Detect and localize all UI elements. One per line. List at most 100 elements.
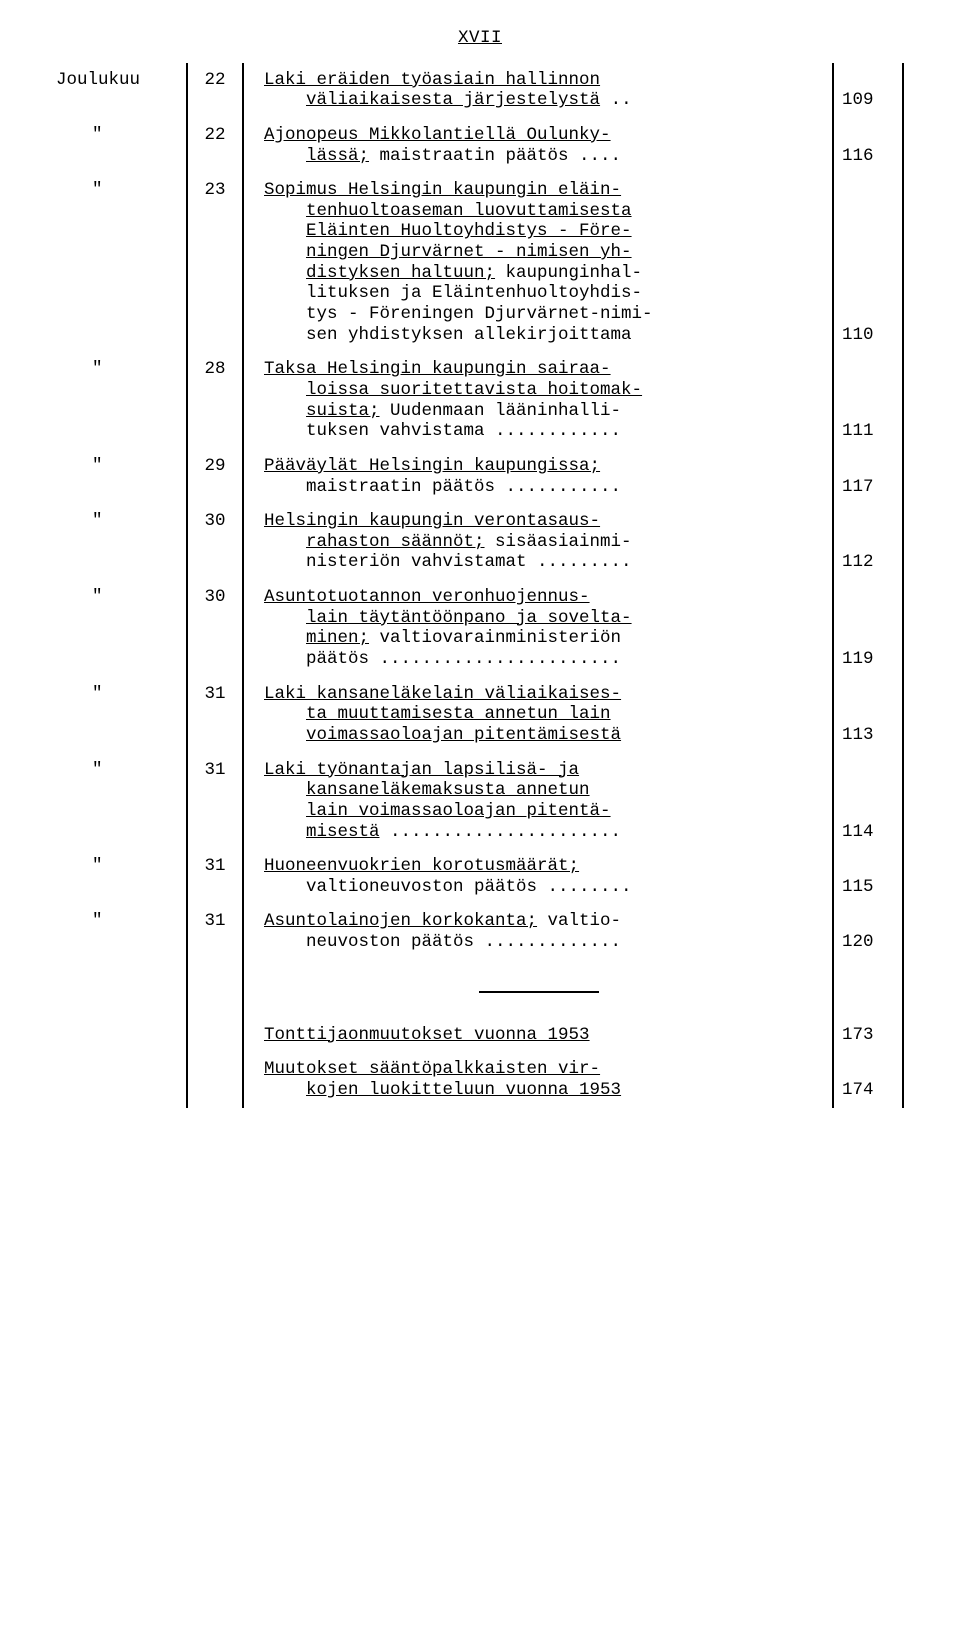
page-number-cell: 113 [833,677,903,753]
page-number-cell: 114 [833,753,903,850]
index-table: Joulukuu22Laki eräiden työasiain hallinn… [56,63,904,1108]
description-line: ningen Djurvärnet - nimisen yh- [264,242,814,263]
index-row: "23Sopimus Helsingin kaupungin eläin-ten… [56,173,903,352]
description-line: lituksen ja Eläintenhuoltoyhdis- [264,283,814,304]
month-cell: " [56,173,187,352]
description-line: suista; Uudenmaan lääninhalli- [264,401,814,422]
page-number-cell: 120 [833,904,903,959]
description-line: tys - Föreningen Djurvärnet-nimi- [264,304,814,325]
description-line: Asuntotuotannon veronhuojennus- [264,587,814,608]
description-line: tenhuoltoaseman luovuttamisesta [264,201,814,222]
month-cell: " [56,849,187,904]
description-line: nisteriön vahvistamat ......... [264,552,814,573]
month-cell [56,1018,187,1053]
description-line: kansaneläkemaksusta annetun [264,780,814,801]
page-number-cell: 110 [833,173,903,352]
page-number-cell: 111 [833,352,903,449]
index-row: Muutokset sääntöpalkkaisten vir-kojen lu… [56,1052,903,1107]
description-line: Ajonopeus Mikkolantiellä Oulunky- [264,125,814,146]
page-number-cell: 115 [833,849,903,904]
description-line: sen yhdistyksen allekirjoittama [264,325,814,346]
page-number-cell: 117 [833,449,903,504]
index-row: "31Laki kansaneläkelain väliaikaises-ta … [56,677,903,753]
page-number-cell: 109 [833,63,903,118]
description-line: Eläinten Huoltoyhdistys - Före- [264,221,814,242]
day-cell: 29 [187,449,243,504]
description-cell: Asuntolainojen korkokanta; valtio-neuvos… [243,904,833,959]
description-line: Pääväylät Helsingin kaupungissa; [264,456,814,477]
description-line: lain täytäntöönpano ja sovelta- [264,608,814,629]
description-cell: Sopimus Helsingin kaupungin eläin-tenhuo… [243,173,833,352]
description-line: distyksen haltuun; kaupunginhal- [264,263,814,284]
description-line: Laki kansaneläkelain väliaikaises- [264,684,814,705]
document-page: XVII Joulukuu22Laki eräiden työasiain ha… [0,0,960,1645]
description-line: Tonttijaonmuutokset vuonna 1953 [264,1025,814,1046]
index-row: "22Ajonopeus Mikkolantiellä Oulunky-läss… [56,118,903,173]
description-line: Huoneenvuokrien korotusmäärät; [264,856,814,877]
day-cell: 31 [187,849,243,904]
description-line: Laki työnantajan lapsilisä- ja [264,760,814,781]
description-cell: Huoneenvuokrien korotusmäärät;valtioneuv… [243,849,833,904]
index-row: "29 Pääväylät Helsingin kaupungissa;maist… [56,449,903,504]
description-line: rahaston säännöt; sisäasiainmi- [264,532,814,553]
month-cell: " [56,580,187,677]
page-number-cell: 116 [833,118,903,173]
description-line: ta muuttamisesta annetun lain [264,704,814,725]
description-cell: Laki kansaneläkelain väliaikaises-ta muu… [243,677,833,753]
description-line: lain voimassaoloajan pitentä- [264,801,814,822]
month-cell: " [56,352,187,449]
page-number-cell: 119 [833,580,903,677]
description-line: Taksa Helsingin kaupungin sairaa- [264,359,814,380]
description-line: loissa suoritettavista hoitomak- [264,380,814,401]
day-cell: 23 [187,173,243,352]
description-cell: Ajonopeus Mikkolantiellä Oulunky-lässä; … [243,118,833,173]
page-header: XVII [0,28,960,49]
day-cell [187,1052,243,1107]
description-cell: Taksa Helsingin kaupungin sairaa-loissa … [243,352,833,449]
index-row: "31Asuntolainojen korkokanta; valtio-neu… [56,904,903,959]
section-divider [479,991,599,993]
index-row: "31 Laki työnantajan lapsilisä- jakansane… [56,753,903,850]
description-line: valtioneuvoston päätös ........ [264,877,814,898]
description-line: Asuntolainojen korkokanta; valtio- [264,911,814,932]
description-line: tuksen vahvistama ............ [264,421,814,442]
description-line: maistraatin päätös ........... [264,477,814,498]
description-line: misestä ...................... [264,822,814,843]
month-cell: Joulukuu [56,63,187,118]
description-cell: Asuntotuotannon veronhuojennus-lain täyt… [243,580,833,677]
day-cell [187,1018,243,1053]
month-cell: " [56,449,187,504]
day-cell: 22 [187,63,243,118]
page-number-cell: 112 [833,504,903,580]
index-row: Joulukuu22Laki eräiden työasiain hallinn… [56,63,903,118]
index-row: "28Taksa Helsingin kaupungin sairaa-lois… [56,352,903,449]
description-line: päätös ....................... [264,649,814,670]
day-cell: 31 [187,753,243,850]
month-cell: " [56,753,187,850]
description-cell: Muutokset sääntöpalkkaisten vir-kojen lu… [243,1052,833,1107]
day-cell: 28 [187,352,243,449]
month-cell [56,1052,187,1107]
page-number-cell: 173 [833,1018,903,1053]
month-cell: " [56,118,187,173]
description-line: väliaikaisesta järjestelystä .. [264,90,814,111]
day-cell: 31 [187,677,243,753]
description-line: Muutokset sääntöpalkkaisten vir- [264,1059,814,1080]
day-cell: 30 [187,504,243,580]
month-cell: " [56,504,187,580]
description-line: Laki eräiden työasiain hallinnon [264,70,814,91]
month-cell: " [56,904,187,959]
day-cell: 31 [187,904,243,959]
index-row: "30Asuntotuotannon veronhuojennus-lain t… [56,580,903,677]
description-cell: Helsingin kaupungin verontasaus-rahaston… [243,504,833,580]
month-cell: " [56,677,187,753]
day-cell: 30 [187,580,243,677]
description-line: minen; valtiovarainministeriön [264,628,814,649]
index-row: "30Helsingin kaupungin verontasaus-rahas… [56,504,903,580]
day-cell: 22 [187,118,243,173]
description-line: Sopimus Helsingin kaupungin eläin- [264,180,814,201]
description-cell: Laki eräiden työasiain hallinnonväliaika… [243,63,833,118]
index-row: Tonttijaonmuutokset vuonna 1953 173 [56,1018,903,1053]
page-number-cell: 174 [833,1052,903,1107]
description-line: kojen luokitteluun vuonna 1953 [264,1080,814,1101]
